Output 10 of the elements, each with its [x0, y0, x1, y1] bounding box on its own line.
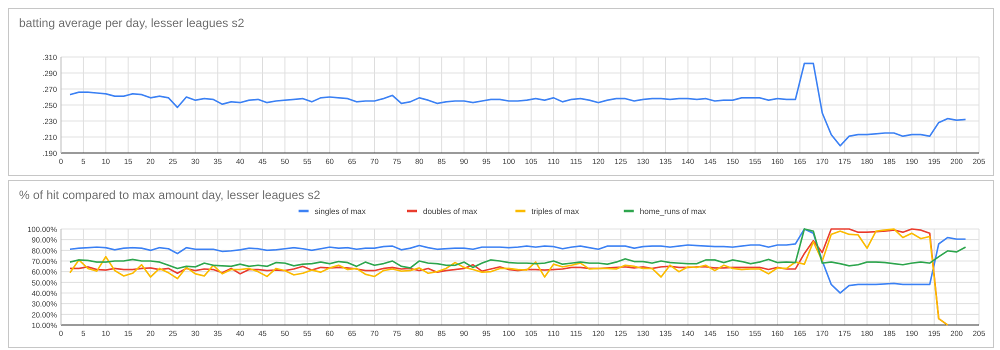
line-series: [69, 228, 948, 326]
legend-label: singles of max: [314, 207, 366, 216]
line-series: [69, 62, 966, 147]
chart-title: batting average per day, lesser leagues s2: [19, 16, 245, 30]
line-series: [69, 228, 966, 294]
legend-label: home_runs of max: [640, 207, 706, 216]
line-series: [69, 228, 966, 270]
chart-title: % of hit compared to max amount day, lesser leagues s2: [19, 188, 321, 202]
legend-label: doubles of max: [423, 207, 478, 216]
legend-label: triples of max: [531, 207, 579, 216]
